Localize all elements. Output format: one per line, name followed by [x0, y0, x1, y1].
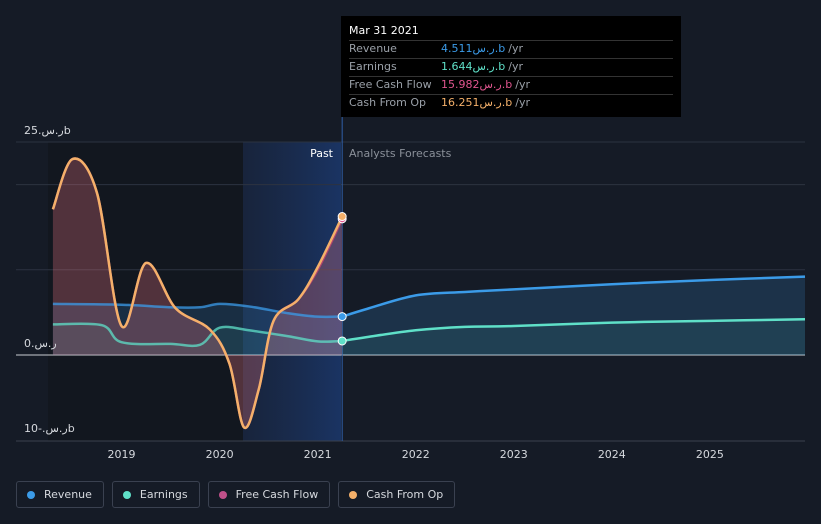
forecast-label: Analysts Forecasts [349, 147, 452, 160]
revenue-forecast-line [341, 275, 806, 318]
x-tick-label: 2020 [206, 448, 234, 461]
cash-from-op-dot-icon [349, 490, 358, 499]
legend-label: Free Cash Flow [235, 488, 319, 501]
free-cash-flow-dot-icon [218, 490, 227, 499]
legend-revenue-toggle[interactable]: Revenue [16, 481, 104, 508]
x-tick-label: 2022 [402, 448, 430, 461]
tooltip-date: Mar 31 2021 [349, 24, 673, 41]
x-tick-label: 2023 [500, 448, 528, 461]
legend-label: Revenue [44, 488, 92, 501]
y-axis-labels: ر.س.25b ر.س.0 ر.س.-10b [24, 124, 75, 435]
earnings-forecast-line [341, 317, 806, 343]
x-tick-label: 2021 [304, 448, 332, 461]
tooltip-value: 16.251ر.س.b [441, 96, 513, 109]
y-tick-label: ر.س.0 [24, 337, 57, 350]
tooltip-label: Revenue [349, 42, 397, 55]
tooltip-value: 4.511ر.س.b [441, 42, 506, 55]
cash-from-op-line [51, 157, 344, 429]
plot-background-dark [48, 142, 243, 441]
chart-legend: Revenue Earnings Free Cash Flow Cash Fro… [16, 481, 456, 508]
past-label: Past [310, 147, 334, 160]
earnings-dot-icon [122, 490, 131, 499]
series-markers [337, 212, 347, 346]
legend-free-cash-flow-toggle[interactable]: Free Cash Flow [207, 481, 331, 508]
cash-from-op-area [52, 158, 343, 428]
x-axis-labels: 2019 2020 2021 2022 2023 2024 2025 [108, 448, 724, 461]
series-lines [51, 157, 806, 429]
earnings-marker [337, 336, 347, 346]
x-tick-label: 2019 [108, 448, 136, 461]
tooltip-row-cash-from-op: Cash From Op 16.251ر.س.b /yr [349, 95, 673, 112]
x-tick-label: 2025 [696, 448, 724, 461]
tooltip-row-free-cash-flow: Free Cash Flow 15.982ر.س.b /yr [349, 77, 673, 95]
revenue-area [52, 276, 806, 355]
tooltip-value: 1.644ر.س.b [441, 60, 506, 73]
tooltip-label: Free Cash Flow [349, 78, 432, 91]
legend-label: Cash From Op [366, 488, 444, 501]
tooltip-row-earnings: Earnings 1.644ر.س.b /yr [349, 59, 673, 77]
tooltip-row-revenue: Revenue 4.511ر.س.b /yr [349, 41, 673, 59]
legend-cash-from-op-toggle[interactable]: Cash From Op [338, 481, 456, 508]
y-tick-label: ر.س.-10b [24, 422, 75, 435]
data-tooltip: Mar 31 2021 Revenue 4.511ر.س.b /yr Earni… [341, 16, 681, 117]
tooltip-label: Earnings [349, 60, 397, 73]
series-areas [52, 158, 806, 428]
tooltip-unit: /yr [508, 42, 523, 55]
tooltip-unit: /yr [515, 96, 530, 109]
revenue-marker [337, 312, 347, 322]
y-tick-label: ر.س.25b [24, 124, 71, 137]
tooltip-unit: /yr [515, 78, 530, 91]
tooltip-label: Cash From Op [349, 96, 427, 109]
revenue-dot-icon [27, 490, 35, 499]
earnings-line [52, 322, 343, 348]
tooltip-value: 15.982ر.س.b [441, 78, 513, 91]
legend-earnings-toggle[interactable]: Earnings [111, 481, 200, 508]
earnings-area [52, 319, 806, 355]
tooltip-unit: /yr [508, 60, 523, 73]
legend-label: Earnings [139, 488, 188, 501]
free-cash-flow-area [52, 158, 343, 428]
cash-from-op-marker [337, 212, 347, 222]
x-tick-label: 2024 [598, 448, 626, 461]
